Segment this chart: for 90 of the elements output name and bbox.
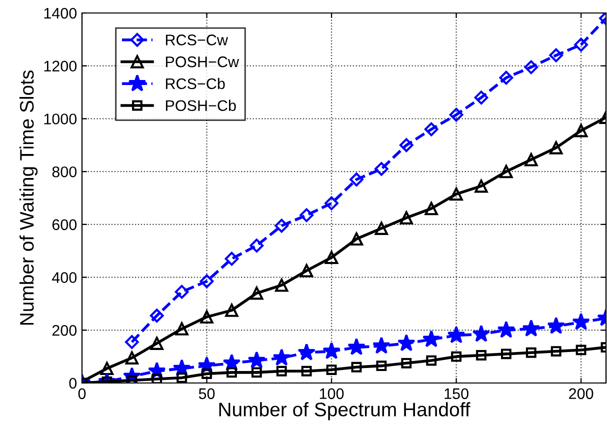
x-tick-label: 50 bbox=[198, 388, 215, 400]
y-tick-label: 400 bbox=[52, 272, 77, 283]
point bbox=[451, 351, 462, 362]
point bbox=[500, 164, 513, 178]
point bbox=[574, 38, 588, 52]
point bbox=[499, 70, 514, 85]
point bbox=[125, 351, 139, 364]
point bbox=[250, 238, 264, 253]
x-tick-label: 200 bbox=[569, 388, 594, 400]
point bbox=[272, 348, 291, 366]
point bbox=[124, 335, 139, 349]
y-tick-label: 600 bbox=[52, 219, 77, 230]
point bbox=[522, 319, 540, 337]
point bbox=[176, 372, 188, 383]
point bbox=[248, 351, 266, 368]
point bbox=[447, 326, 466, 344]
point bbox=[524, 153, 538, 166]
point bbox=[175, 322, 188, 336]
point bbox=[348, 338, 366, 356]
x-tick-label: 100 bbox=[320, 388, 344, 400]
point bbox=[401, 358, 412, 368]
point bbox=[400, 211, 413, 224]
y-tick-label: 1400 bbox=[44, 8, 77, 19]
point bbox=[350, 232, 364, 246]
point bbox=[200, 274, 214, 288]
point bbox=[324, 196, 338, 210]
point bbox=[275, 278, 288, 292]
point bbox=[152, 374, 162, 383]
point bbox=[474, 90, 488, 105]
point bbox=[100, 362, 114, 376]
point bbox=[372, 336, 390, 354]
point bbox=[449, 108, 464, 122]
point bbox=[526, 347, 536, 358]
point bbox=[350, 172, 364, 186]
point bbox=[225, 304, 238, 317]
x-tick-label: 150 bbox=[444, 388, 468, 400]
y-tick-label: 1200 bbox=[44, 60, 77, 72]
x-axis-title: Number of Spectrum Handoff bbox=[219, 402, 470, 420]
y-tick-label: 800 bbox=[52, 166, 77, 178]
point bbox=[251, 367, 262, 378]
point bbox=[301, 366, 312, 376]
point bbox=[424, 202, 438, 216]
y-tick-label: 200 bbox=[52, 325, 77, 336]
point bbox=[326, 364, 337, 375]
point bbox=[550, 346, 562, 356]
point bbox=[474, 180, 488, 193]
point bbox=[376, 360, 387, 372]
point bbox=[250, 286, 264, 300]
point bbox=[298, 343, 316, 360]
point bbox=[399, 138, 414, 152]
point bbox=[397, 334, 416, 352]
y-tick-label: 0 bbox=[69, 378, 77, 389]
point bbox=[351, 362, 362, 372]
point bbox=[572, 312, 590, 330]
point bbox=[174, 284, 189, 299]
point bbox=[549, 48, 564, 62]
point bbox=[374, 222, 388, 235]
point bbox=[524, 60, 538, 74]
point bbox=[150, 308, 164, 323]
point bbox=[374, 162, 388, 176]
point bbox=[576, 344, 586, 356]
point bbox=[274, 218, 289, 233]
point bbox=[300, 264, 314, 278]
point bbox=[547, 316, 566, 334]
point bbox=[476, 350, 486, 360]
point bbox=[300, 208, 314, 222]
point bbox=[226, 367, 237, 378]
point bbox=[549, 141, 563, 154]
legend-label: RCS−Cw bbox=[166, 34, 228, 46]
point bbox=[224, 252, 239, 266]
point bbox=[324, 250, 338, 264]
point bbox=[422, 330, 440, 348]
point bbox=[150, 336, 164, 350]
point bbox=[574, 124, 588, 138]
point bbox=[202, 368, 212, 379]
point bbox=[200, 310, 214, 324]
point bbox=[276, 366, 287, 376]
point bbox=[322, 342, 340, 360]
y-tick-label: 1000 bbox=[44, 114, 77, 124]
y-axis-title: Number of Waiting Time Slots bbox=[19, 70, 38, 325]
point bbox=[500, 348, 512, 360]
point bbox=[424, 122, 438, 136]
legend-label: RCS−Cb bbox=[166, 78, 225, 90]
legend-label: POSH−Cb bbox=[166, 100, 236, 112]
point bbox=[497, 320, 516, 338]
point bbox=[426, 355, 437, 366]
point bbox=[450, 187, 463, 201]
point bbox=[472, 324, 490, 342]
x-tick-label: 0 bbox=[78, 388, 86, 400]
legend-label: POSH−Cw bbox=[166, 56, 240, 68]
